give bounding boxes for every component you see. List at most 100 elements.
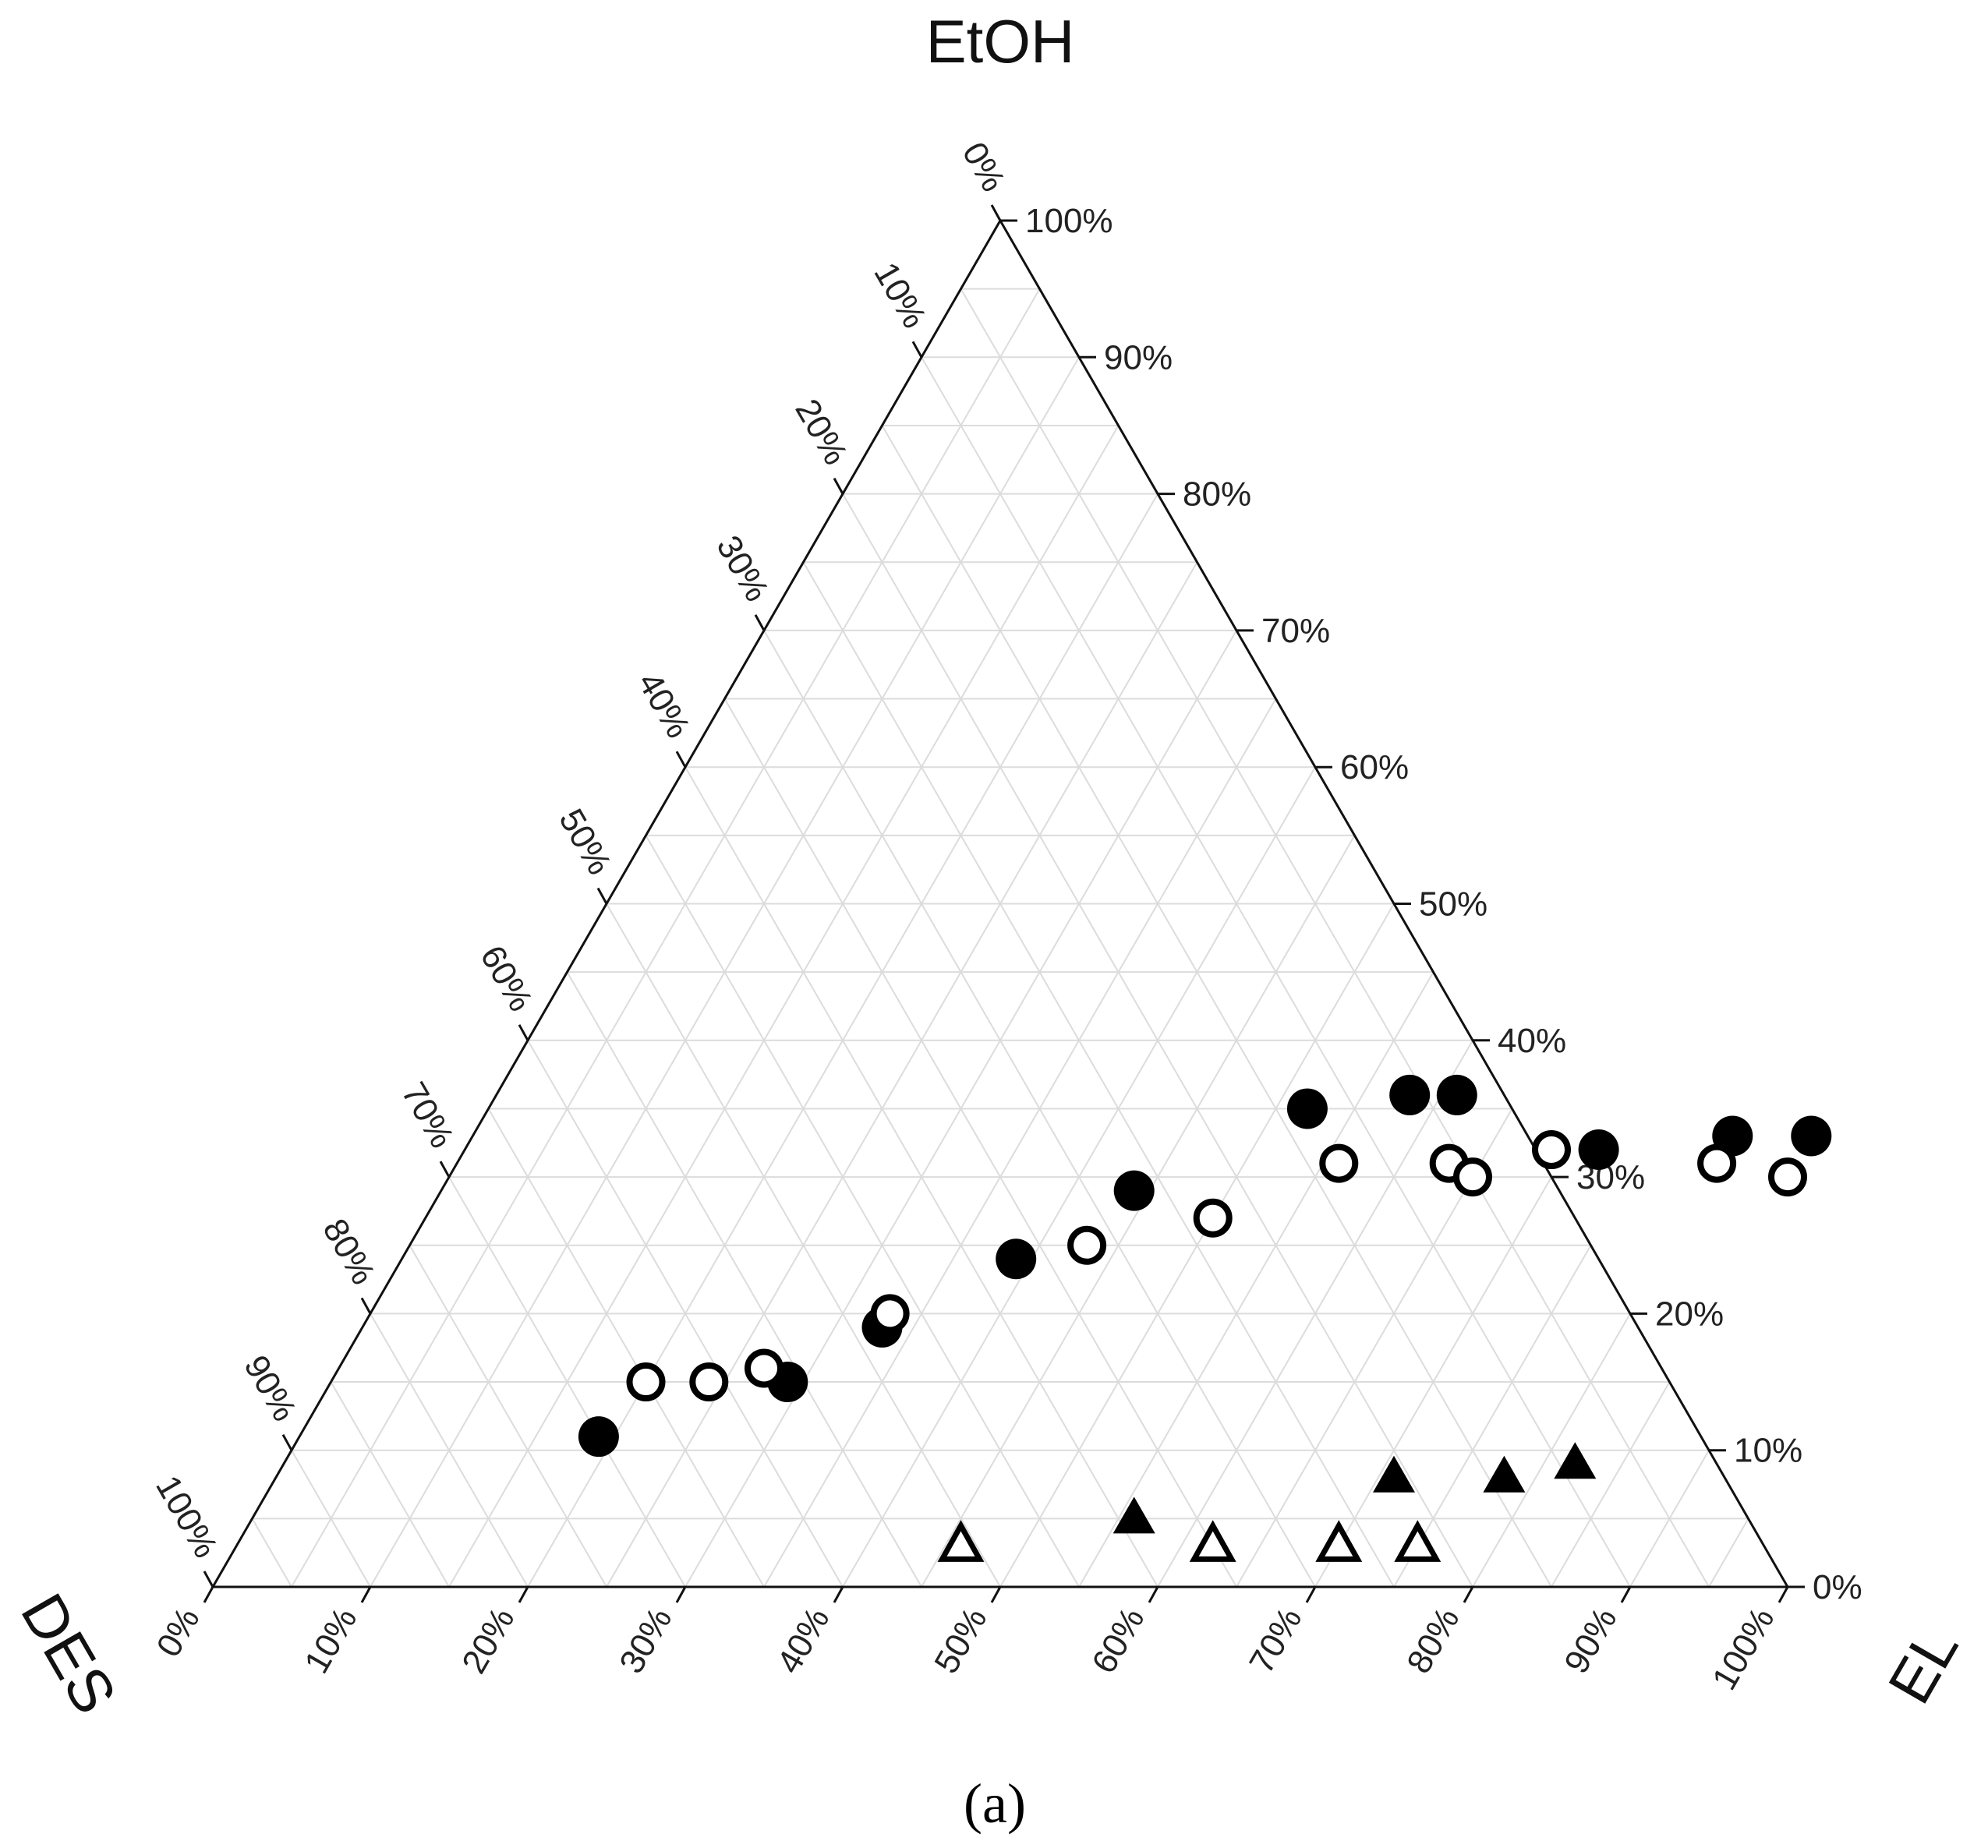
tick-label-etoh: 60% bbox=[1340, 748, 1409, 786]
open-circle-point bbox=[1319, 1143, 1359, 1183]
tick-mark-des bbox=[911, 341, 923, 359]
tick-label-des: 50% bbox=[551, 803, 618, 882]
grid-line-des bbox=[723, 698, 1237, 1588]
grid-line-des bbox=[842, 493, 1473, 1588]
axis-ticks: 0%0%0%10%10%10%20%20%20%30%30%30%40%40%4… bbox=[148, 136, 1862, 1696]
tick-mark-el bbox=[518, 1586, 529, 1603]
grid-line-el bbox=[921, 835, 1356, 1588]
tick-label-des: 40% bbox=[630, 666, 697, 744]
tick-label-el: 30% bbox=[612, 1602, 679, 1680]
open-triangle-point bbox=[1394, 1520, 1441, 1562]
tick-mark-des bbox=[281, 1433, 293, 1451]
grid-line-el bbox=[606, 561, 1198, 1588]
filled-circle-point bbox=[1436, 1074, 1477, 1115]
open-triangle-point bbox=[937, 1520, 985, 1562]
filled-circle-point bbox=[1389, 1074, 1431, 1115]
tick-mark-des bbox=[675, 751, 687, 768]
tick-label-el: 50% bbox=[927, 1602, 994, 1680]
filled-triangle-point bbox=[1113, 1496, 1155, 1534]
tick-mark-el bbox=[990, 1586, 1002, 1603]
filled-triangle-point bbox=[1483, 1455, 1526, 1493]
tick-label-el: 10% bbox=[297, 1602, 364, 1680]
open-triangle-point bbox=[1315, 1520, 1363, 1562]
filled-triangle-point bbox=[1554, 1442, 1597, 1479]
tick-label-etoh: 50% bbox=[1419, 885, 1487, 924]
tick-label-etoh: 70% bbox=[1261, 612, 1330, 650]
grid-line-des bbox=[802, 561, 1395, 1588]
grid-line-des bbox=[881, 425, 1552, 1588]
grid-line-des bbox=[684, 766, 1158, 1588]
grid-line-el bbox=[1393, 1245, 1592, 1588]
axis-title-etoh: EtOH bbox=[926, 7, 1075, 76]
figure-caption: (a) bbox=[964, 1772, 1026, 1835]
open-triangle-point bbox=[1189, 1520, 1236, 1562]
tick-mark-el bbox=[1148, 1586, 1159, 1603]
grid-line-des bbox=[763, 630, 1316, 1588]
open-circle-point bbox=[626, 1362, 666, 1402]
tick-label-etoh: 100% bbox=[1025, 202, 1113, 240]
tick-label-des: 60% bbox=[472, 939, 539, 1018]
open-circle-point bbox=[1067, 1225, 1107, 1265]
filled-circle-point bbox=[1286, 1088, 1328, 1129]
grid-line-des bbox=[645, 835, 1080, 1588]
open-circle-point bbox=[1768, 1157, 1807, 1197]
tick-label-etoh: 80% bbox=[1183, 475, 1251, 514]
tick-label-etoh: 40% bbox=[1498, 1022, 1566, 1060]
tick-label-des: 30% bbox=[709, 529, 776, 608]
tick-label-des: 10% bbox=[866, 256, 933, 335]
tick-mark-des bbox=[990, 204, 1002, 221]
tick-label-des: 100% bbox=[148, 1469, 225, 1564]
grid-line-des bbox=[448, 1176, 686, 1588]
grid-line-des bbox=[527, 1040, 844, 1588]
tick-mark-el bbox=[1305, 1586, 1317, 1603]
grid-line-el bbox=[448, 425, 1120, 1588]
axis-title-des: DES bbox=[8, 1582, 129, 1725]
tick-label-des: 90% bbox=[236, 1349, 303, 1428]
tick-mark-el bbox=[360, 1586, 372, 1603]
filled-circle-point bbox=[1113, 1170, 1155, 1211]
tick-label-des: 70% bbox=[394, 1076, 461, 1154]
grid-line-el bbox=[1708, 1518, 1749, 1588]
grid-line-des bbox=[606, 903, 1001, 1588]
open-circle-point bbox=[870, 1294, 910, 1334]
grid-line-des bbox=[251, 1518, 292, 1588]
grid-line-des bbox=[370, 1313, 529, 1588]
axis-title-el: EL bbox=[1875, 1616, 1972, 1715]
open-circle-point bbox=[1532, 1130, 1571, 1170]
open-circle-point bbox=[1697, 1143, 1737, 1183]
grid-line-des bbox=[291, 1450, 371, 1588]
data-points bbox=[578, 1074, 1832, 1562]
grid-line-des bbox=[960, 288, 1710, 1588]
grid-line-el bbox=[763, 698, 1277, 1588]
tick-mark-des bbox=[360, 1297, 372, 1315]
filled-triangle-point bbox=[1373, 1455, 1415, 1493]
tick-mark-des bbox=[203, 1571, 214, 1588]
grid-line-des bbox=[487, 1108, 765, 1588]
open-circle-point bbox=[689, 1362, 729, 1402]
tick-mark-el bbox=[833, 1586, 844, 1603]
grid-line-el bbox=[1551, 1381, 1671, 1588]
grid-line-des bbox=[409, 1245, 607, 1588]
open-circle-point bbox=[745, 1348, 784, 1388]
tick-label-des: 80% bbox=[315, 1213, 382, 1291]
tick-label-el: 70% bbox=[1242, 1602, 1309, 1680]
tick-label-des: 0% bbox=[955, 136, 1013, 198]
tick-label-el: 100% bbox=[1705, 1602, 1782, 1697]
tick-label-el: 0% bbox=[149, 1602, 207, 1664]
grid-line-el bbox=[1078, 971, 1434, 1588]
tick-label-el: 40% bbox=[769, 1602, 837, 1680]
filled-circle-point bbox=[1578, 1129, 1619, 1171]
tick-mark-des bbox=[833, 477, 844, 495]
tick-label-el: 80% bbox=[1399, 1602, 1466, 1680]
grid-line-des bbox=[330, 1381, 450, 1588]
grid-line-des bbox=[566, 971, 922, 1588]
tick-mark-el bbox=[1620, 1586, 1632, 1603]
tick-mark-el bbox=[1463, 1586, 1474, 1603]
tick-mark-el bbox=[1778, 1586, 1789, 1603]
grid-line-des bbox=[921, 356, 1631, 1588]
tick-label-etoh: 0% bbox=[1813, 1568, 1862, 1606]
tick-label-el: 20% bbox=[455, 1602, 522, 1680]
filled-circle-point bbox=[1791, 1115, 1832, 1157]
tick-label-des: 20% bbox=[787, 393, 854, 472]
